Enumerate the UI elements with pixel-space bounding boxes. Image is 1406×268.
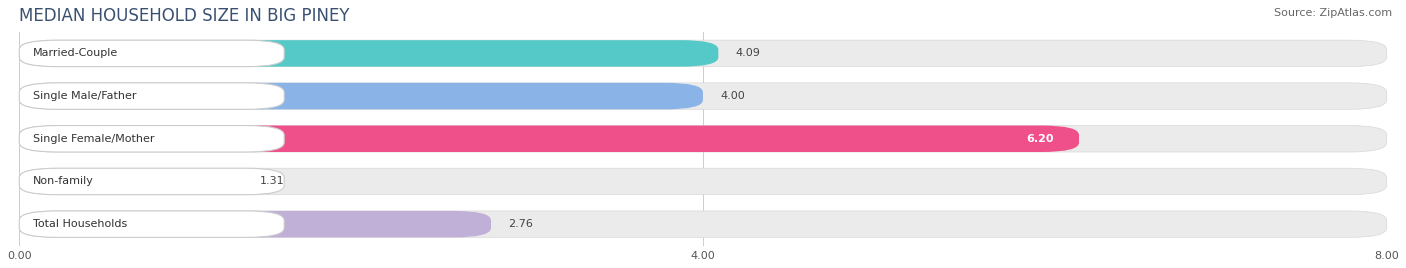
Text: Source: ZipAtlas.com: Source: ZipAtlas.com <box>1274 8 1392 18</box>
FancyBboxPatch shape <box>20 83 284 109</box>
FancyBboxPatch shape <box>20 211 491 237</box>
FancyBboxPatch shape <box>20 125 284 152</box>
FancyBboxPatch shape <box>20 168 243 195</box>
Text: 4.09: 4.09 <box>735 49 761 58</box>
FancyBboxPatch shape <box>20 211 284 237</box>
FancyBboxPatch shape <box>20 125 1386 152</box>
Text: Single Female/Mother: Single Female/Mother <box>32 134 155 144</box>
Text: MEDIAN HOUSEHOLD SIZE IN BIG PINEY: MEDIAN HOUSEHOLD SIZE IN BIG PINEY <box>20 7 350 25</box>
FancyBboxPatch shape <box>20 40 284 67</box>
FancyBboxPatch shape <box>20 168 284 195</box>
FancyBboxPatch shape <box>20 83 703 109</box>
Text: Non-family: Non-family <box>32 176 94 187</box>
Text: 2.76: 2.76 <box>508 219 533 229</box>
FancyBboxPatch shape <box>20 83 1386 109</box>
FancyBboxPatch shape <box>20 40 718 67</box>
Text: 4.00: 4.00 <box>720 91 745 101</box>
Text: 1.31: 1.31 <box>260 176 285 187</box>
Text: Married-Couple: Married-Couple <box>32 49 118 58</box>
FancyBboxPatch shape <box>20 211 1386 237</box>
Text: Single Male/Father: Single Male/Father <box>32 91 136 101</box>
FancyBboxPatch shape <box>20 40 1386 67</box>
FancyBboxPatch shape <box>20 168 1386 195</box>
Text: Total Households: Total Households <box>32 219 127 229</box>
Text: 6.20: 6.20 <box>1026 134 1053 144</box>
FancyBboxPatch shape <box>20 125 1078 152</box>
